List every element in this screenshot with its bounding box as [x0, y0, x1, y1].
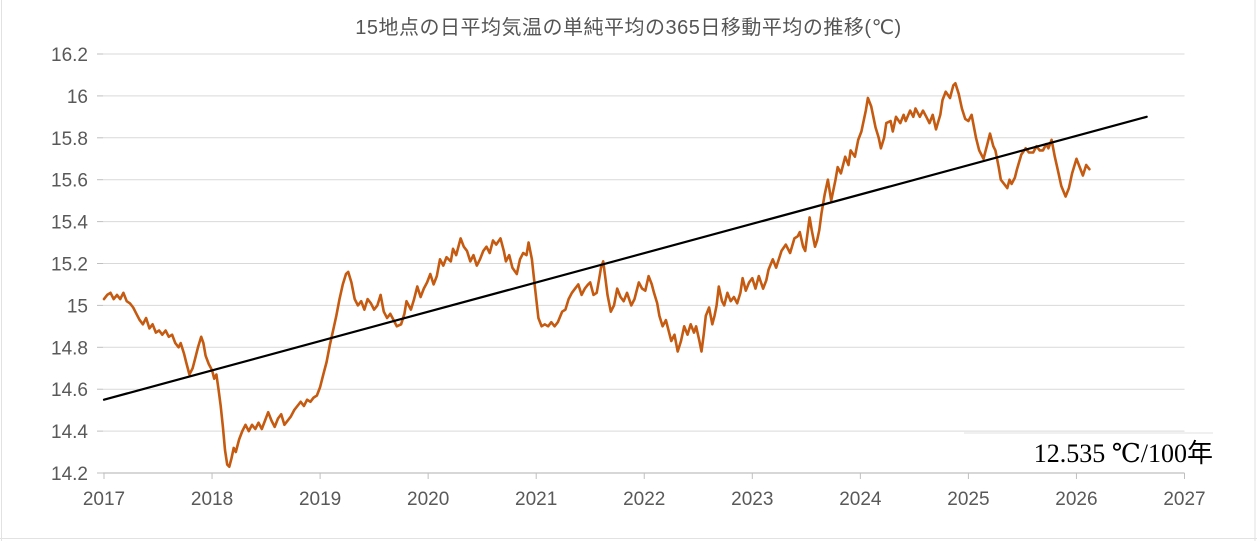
y-gridlines — [97, 53, 1185, 474]
x-tick-label: 2017 — [83, 489, 125, 510]
y-tick-label: 16 — [67, 87, 88, 108]
x-tick-label: 2019 — [299, 489, 341, 510]
linear-trend-line — [102, 115, 1148, 401]
y-tick-label: 15.2 — [51, 255, 88, 276]
y-tick-label: 15.8 — [51, 129, 88, 150]
x-tick-label: 2022 — [623, 489, 665, 510]
series-lines — [102, 82, 1148, 469]
y-tick-label: 14.8 — [51, 338, 88, 359]
y-tick-label: 14.2 — [51, 464, 88, 485]
x-tick-label: 2026 — [1055, 489, 1097, 510]
x-tick-label: 2025 — [947, 489, 989, 510]
chart-title: 15地点の日平均気温の単純平均の365日移動平均の推移(℃) — [355, 17, 902, 39]
x-tick-label: 2023 — [731, 489, 773, 510]
x-tick-label: 2024 — [839, 489, 882, 510]
x-tick-label: 2018 — [191, 489, 233, 510]
x-axis-labels: 2017 2018 2019 2020 2021 2022 2023 2024 2025 2026… — [83, 489, 1206, 510]
y-tick-label: 15 — [67, 296, 88, 317]
x-tick-label: 2020 — [407, 489, 449, 510]
y-tick-label: 16.2 — [51, 45, 88, 66]
x-tick-label: 2021 — [515, 489, 557, 510]
y-tick-label: 15.4 — [51, 213, 88, 234]
y-tick-label: 14.6 — [51, 380, 88, 401]
y-axis-labels: 14.2 14.4 14.6 14.8 15 15.2 15.4 15.6 15.8 16 16.2 — [51, 45, 88, 485]
trend-slope-label: 12.535 ℃/100年 — [1033, 439, 1213, 468]
x-axis — [103, 472, 1185, 479]
y-tick-label: 14.4 — [51, 422, 88, 443]
y-tick-label: 15.6 — [51, 171, 88, 192]
moving-average-temperature-line — [102, 82, 1091, 469]
x-tick-label: 2027 — [1163, 489, 1205, 510]
